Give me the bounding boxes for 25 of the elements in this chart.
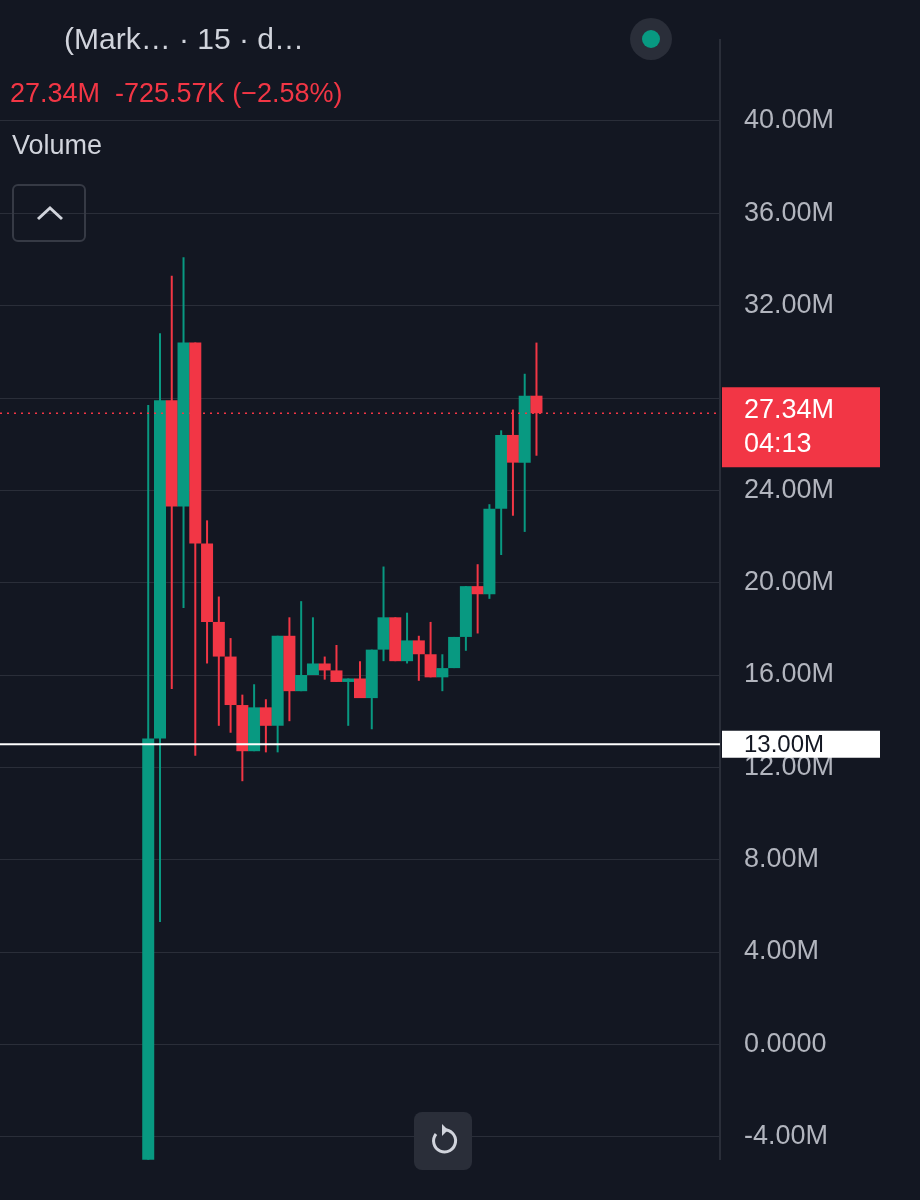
y-tick-label: 24.00M bbox=[744, 473, 835, 504]
y-tick-label: 0.0000 bbox=[744, 1027, 827, 1058]
candlestick bbox=[412, 634, 425, 682]
candlestick bbox=[436, 653, 449, 693]
text: 27.34M -725.57K (−2.58%) bbox=[10, 78, 343, 109]
y-tick-label: 16.00M bbox=[744, 658, 835, 689]
candlestick bbox=[401, 611, 414, 665]
chart-title: (Mark… · 15 · d… bbox=[64, 22, 305, 56]
candlestick bbox=[306, 616, 319, 677]
candlestick bbox=[295, 600, 308, 693]
y-tick-label: -4.00M bbox=[744, 1120, 829, 1151]
y-tick-label: 40.00M bbox=[744, 104, 835, 135]
candlestick bbox=[471, 563, 484, 635]
annotation: Volume bbox=[12, 130, 103, 161]
y-tick-label: 36.00M bbox=[744, 196, 835, 227]
y-tick-label: 20.00M bbox=[744, 566, 835, 597]
y-tick-label: 4.00M bbox=[744, 935, 820, 966]
candlestick bbox=[342, 677, 355, 727]
ref-line-label: 27.34M 04:13 bbox=[744, 393, 835, 458]
y-tick-label: 32.00M bbox=[744, 289, 835, 320]
candlestick bbox=[259, 698, 272, 754]
candlestick bbox=[354, 660, 366, 700]
candlestick bbox=[424, 620, 437, 679]
ref-line-label: 13.00M bbox=[744, 729, 825, 757]
y-tick-label: 8.00M bbox=[744, 843, 820, 874]
